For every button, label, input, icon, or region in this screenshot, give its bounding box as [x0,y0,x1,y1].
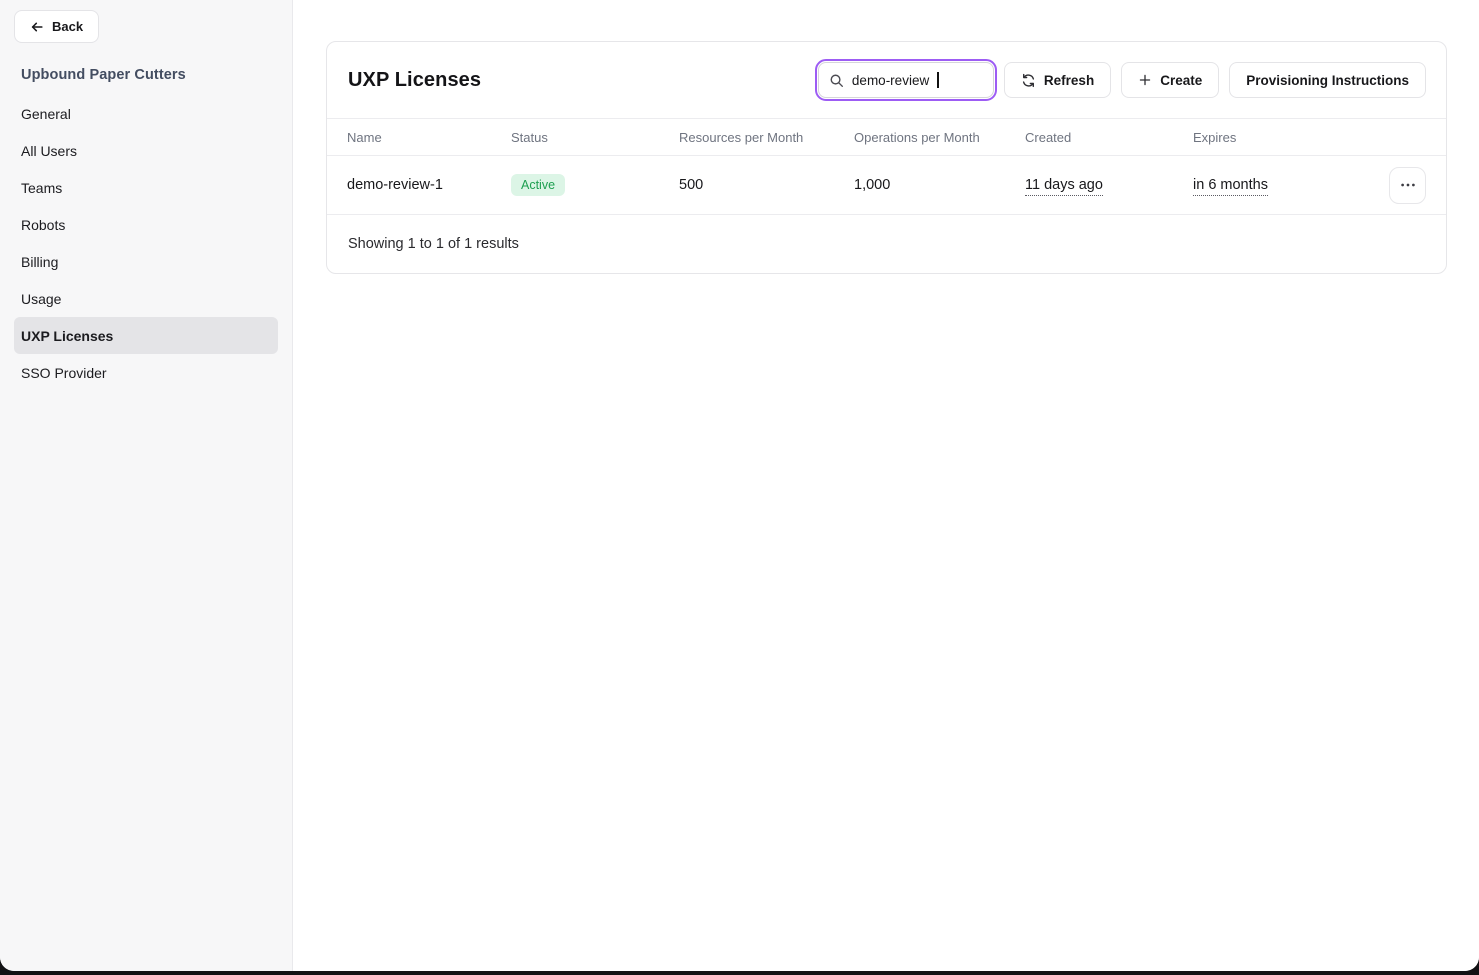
cell-expires: in 6 months [1193,177,1382,196]
table-footer: Showing 1 to 1 of 1 results [327,215,1446,273]
cell-operations-per-month: 1,000 [854,177,891,193]
page-title: UXP Licenses [348,68,482,91]
back-button-label: Back [52,19,84,34]
cell-created: 11 days ago [1025,177,1193,196]
column-header-status: Status [511,129,548,145]
column-header-operations: Operations per Month [854,129,980,145]
settings-nav: General All Users Teams Robots Billing U… [14,95,278,391]
provisioning-instructions-label: Provisioning Instructions [1246,72,1409,88]
sidebar-item-sso-provider[interactable]: SSO Provider [21,364,107,381]
arrow-left-icon [30,20,44,34]
cell-status: Active [511,174,679,196]
row-actions-button[interactable] [1389,166,1426,204]
card-header: UXP Licenses demo-review [327,42,1446,118]
sidebar-item-billing[interactable]: Billing [21,253,59,270]
org-title: Upbound Paper Cutters [21,67,186,83]
refresh-button-label: Refresh [1043,72,1095,88]
sidebar-item-all-users[interactable]: All Users [21,142,78,159]
sidebar-item-usage[interactable]: Usage [21,290,62,307]
cell-license-name: demo-review-1 [347,177,443,193]
sidebar-item-teams[interactable]: Teams [21,179,63,196]
column-header-expires: Expires [1193,129,1237,145]
table-header: Name Status Resources per Month Operatio… [327,118,1446,156]
column-header-created: Created [1025,129,1072,145]
ellipsis-icon [1400,183,1416,187]
cell-actions [1382,166,1426,204]
table-row[interactable]: demo-review-1 Active 500 1,000 11 days a… [327,156,1446,215]
create-button[interactable]: Create [1121,62,1220,98]
column-header-resources: Resources per Month [679,129,804,145]
refresh-icon [1021,73,1036,88]
back-button[interactable]: Back [14,10,100,43]
toolbar: demo-review Refresh [814,59,1426,101]
settings-sidebar: Back Upbound Paper Cutters General All U… [0,0,293,971]
refresh-button[interactable]: Refresh [1003,62,1112,98]
sidebar-item-uxp-licenses[interactable]: UXP Licenses [14,317,278,354]
sidebar-item-general[interactable]: General [21,105,71,122]
expires-relative-time[interactable]: in 6 months [1193,177,1268,196]
search-input[interactable]: demo-review [814,59,997,101]
search-value: demo-review [851,72,930,88]
status-badge: Active [511,174,566,196]
main-content: UXP Licenses demo-review [293,0,1479,971]
sidebar-item-robots[interactable]: Robots [21,216,66,233]
created-relative-time[interactable]: 11 days ago [1025,177,1103,196]
create-button-label: Create [1160,72,1203,88]
uxp-licenses-card: UXP Licenses demo-review [326,41,1447,274]
search-icon [829,73,844,88]
text-cursor [937,72,939,88]
provisioning-instructions-button[interactable]: Provisioning Instructions [1229,62,1426,98]
column-header-name: Name [347,129,382,145]
cell-resources-per-month: 500 [679,177,704,193]
results-count: Showing 1 to 1 of 1 results [348,236,519,252]
plus-icon [1138,73,1152,87]
